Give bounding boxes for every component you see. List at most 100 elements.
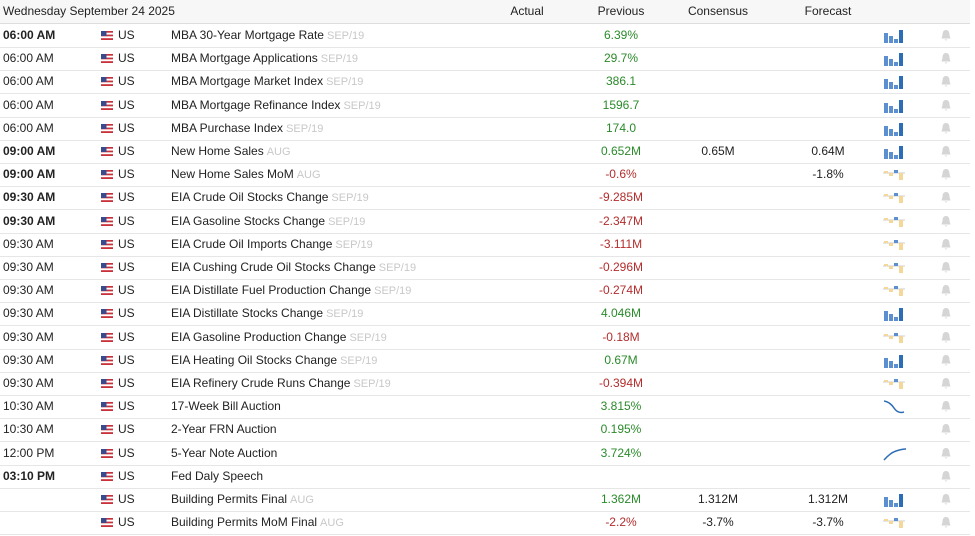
sparkline (883, 170, 905, 181)
event-name: 17-Week Bill Auction (171, 395, 281, 418)
event-title: EIA Refinery Crude Runs Change (171, 376, 351, 390)
spark-bar (899, 266, 903, 273)
alert-bell[interactable] (940, 122, 952, 135)
alert-bell[interactable] (940, 191, 952, 204)
flag-canton (101, 31, 107, 36)
bell-shape (941, 262, 951, 273)
time: 09:30 AM (3, 283, 54, 298)
spark-bar (894, 108, 898, 113)
alert-bell[interactable] (940, 354, 952, 367)
alert-bell[interactable] (940, 145, 952, 158)
flag-stripe (101, 453, 113, 456)
time: 09:30 AM (3, 213, 56, 228)
event-row: 10:30 AM US 17-Week Bill Auction 3.815% (0, 395, 970, 420)
flag-stripe (101, 455, 113, 458)
alert-bell[interactable] (940, 331, 952, 344)
sparkline (883, 263, 905, 273)
spark-bar (894, 39, 898, 43)
event-title: New Home Sales (171, 144, 264, 158)
event-row: 09:30 AM US EIA Gasoline Production Change… (0, 326, 970, 350)
spark-bar (889, 105, 893, 113)
flag-canton (101, 123, 107, 129)
spark-bar (889, 289, 893, 293)
alert-bell[interactable] (940, 377, 952, 390)
flag-stripe (101, 220, 113, 222)
bell-shape (941, 331, 951, 343)
previous-value: -9.285M (598, 190, 644, 205)
sparkline (884, 76, 903, 90)
flag-stripe (101, 130, 113, 133)
alert-bell[interactable] (940, 238, 952, 251)
previous-value: 1.362M (600, 492, 642, 506)
event-title: New Home Sales MoM (171, 167, 294, 182)
spark-bar (889, 500, 893, 507)
spark-bar (889, 196, 893, 200)
alert-bell[interactable] (940, 215, 952, 228)
alert-bell[interactable] (940, 470, 952, 483)
time: 10:30 AM (3, 422, 54, 437)
alert-bell[interactable] (940, 516, 952, 529)
flag-icon (101, 495, 113, 504)
flag-icon (101, 425, 113, 435)
alert-bell[interactable] (940, 400, 952, 413)
previous-value: -0.6% (605, 167, 637, 182)
flag-canton (101, 147, 107, 152)
event-name: Building Permits MoM Final AUG (171, 511, 344, 535)
spark-bar (884, 333, 888, 336)
spark-bar (889, 314, 893, 322)
alert-bell[interactable] (940, 75, 952, 88)
flag-stripe (101, 502, 113, 504)
alert-bell[interactable] (940, 447, 952, 460)
bell-shape (941, 238, 951, 250)
time: 09:30 AM (3, 329, 54, 344)
alert-bell[interactable] (940, 284, 952, 297)
time: 09:00 AM (3, 144, 56, 158)
spark-bar (899, 122, 903, 136)
sparkline (884, 99, 903, 113)
flag-stripe (101, 427, 113, 429)
alert-bell[interactable] (940, 493, 952, 506)
event-row: 09:30 AM US EIA Distillate Stocks Change SE… (0, 302, 970, 327)
alert-bell[interactable] (940, 168, 952, 181)
spark-line (883, 400, 905, 414)
alert-bell[interactable] (940, 261, 952, 274)
alert-bell[interactable] (940, 52, 952, 65)
time: 06:00 AM (3, 51, 54, 66)
sparkline (883, 239, 905, 250)
alert-bell[interactable] (940, 29, 952, 42)
alert-bell[interactable] (940, 99, 952, 112)
period: SEP/19 (331, 192, 369, 205)
spark-bar (894, 131, 898, 136)
country: US (118, 515, 135, 530)
bell-shape (941, 470, 951, 482)
spark-bar (884, 56, 888, 67)
time: 03:10 PM (3, 468, 56, 483)
spark-bar (889, 382, 893, 385)
flag-stripe (101, 500, 113, 503)
time: 09:00 AM (3, 167, 56, 182)
bell-shape (941, 53, 951, 64)
country: US (118, 306, 135, 321)
flag-icon (101, 309, 113, 319)
event-name: MBA Mortgage Refinance Index SEP/19 (171, 94, 381, 118)
flag-stripe (101, 82, 113, 85)
sparkline (883, 286, 905, 297)
forecast-value: -1.8% (812, 167, 844, 182)
event-row: 09:30 AM US EIA Refinery Crude Runs Change… (0, 372, 970, 396)
flag-stripe (101, 359, 113, 362)
flag-stripe (101, 241, 113, 244)
flag-canton (101, 100, 107, 106)
country: US (118, 236, 135, 251)
flag-icon (101, 471, 113, 481)
alert-bell[interactable] (940, 307, 952, 320)
previous-value: 174.0 (605, 120, 637, 135)
event-row: 06:00 AM US MBA Mortgage Refinance Index SE… (0, 94, 970, 118)
flag-canton (101, 263, 107, 268)
flag-stripe (101, 61, 113, 64)
time: 06:00 AM (3, 74, 54, 89)
alert-bell[interactable] (940, 423, 952, 436)
flag-stripe (101, 84, 113, 87)
previous-value: 386.1 (605, 74, 637, 89)
flag-icon (101, 355, 113, 365)
